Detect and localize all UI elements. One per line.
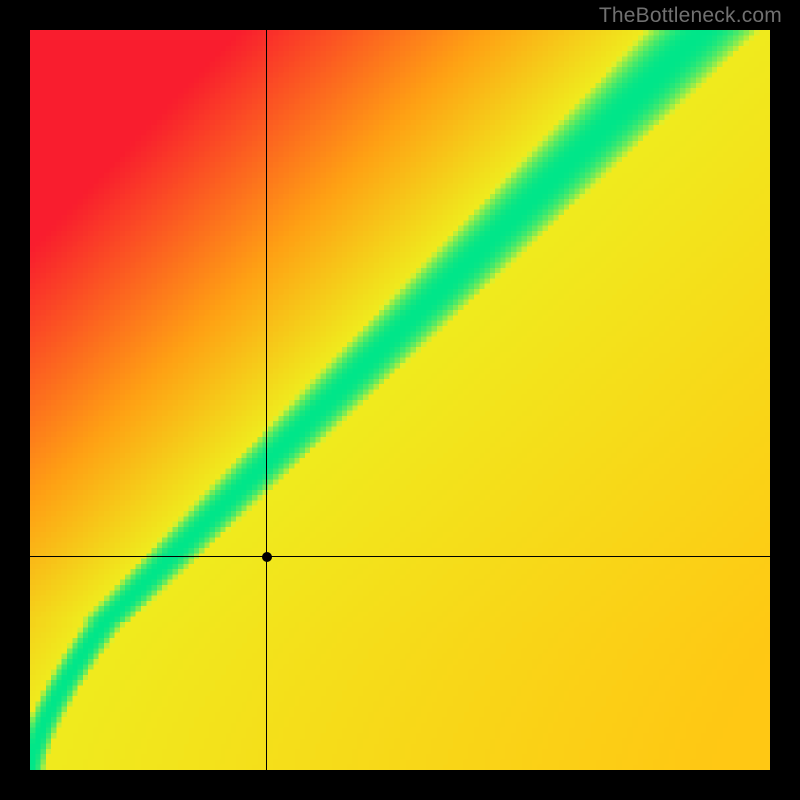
heatmap-canvas xyxy=(30,30,770,770)
crosshair-vertical xyxy=(266,30,267,770)
watermark-text: TheBottleneck.com xyxy=(599,4,782,28)
marker-dot xyxy=(262,552,272,562)
heatmap-plot xyxy=(30,30,770,770)
crosshair-horizontal xyxy=(30,556,770,557)
chart-container: TheBottleneck.com xyxy=(0,0,800,800)
